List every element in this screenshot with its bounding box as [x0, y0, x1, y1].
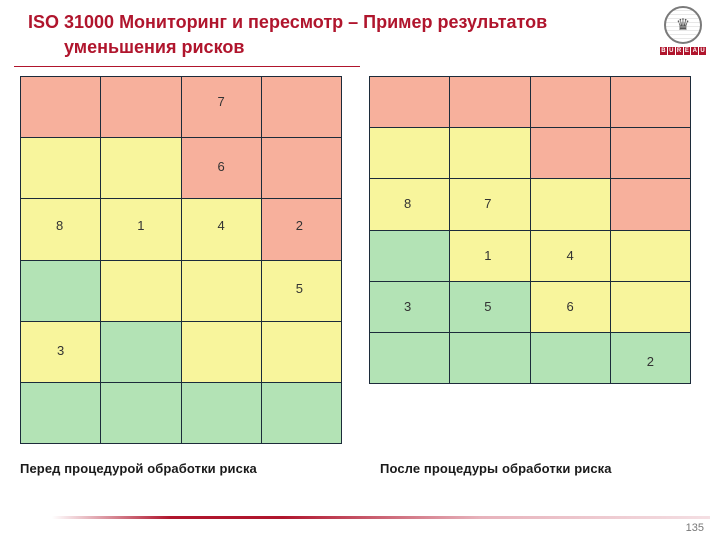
title-underline	[14, 66, 360, 67]
matrix-cell	[370, 332, 450, 383]
matrix-cell: 2	[610, 332, 690, 383]
matrix-cell	[530, 128, 610, 179]
caption-before: Перед процедурой обработки риска	[20, 461, 257, 476]
risk-number: 4	[217, 218, 225, 234]
title-line-2: уменьшения рисков	[64, 37, 245, 57]
matrix-cell	[261, 77, 341, 138]
matrix-cell	[261, 382, 341, 443]
logo-band: B U R E A U	[660, 47, 706, 55]
risk-number: 2	[295, 218, 303, 234]
matrix-cell: 8	[370, 179, 450, 230]
matrix-cell	[101, 77, 181, 138]
matrix-cell	[610, 179, 690, 230]
risk-number: 5	[295, 280, 303, 296]
matrix-cell: 2	[261, 199, 341, 260]
matrix-cell	[21, 382, 101, 443]
matrix-cell	[530, 179, 610, 230]
risk-number: 8	[56, 218, 64, 234]
matrix-cell	[21, 138, 101, 199]
matrix-cell: 1	[450, 230, 530, 281]
risk-number: 1	[484, 247, 492, 263]
matrix-cell	[610, 128, 690, 179]
matrix-cell	[101, 260, 181, 321]
risk-number: 3	[404, 298, 412, 314]
title-line-1: ISO 31000 Мониторинг и пересмотр – Приме…	[28, 12, 548, 32]
matrix-cell	[101, 138, 181, 199]
matrix-cell	[21, 77, 101, 138]
risk-number: 6	[217, 159, 225, 175]
matrix-cell: 4	[530, 230, 610, 281]
caption-after: После процедуры обработки риска	[380, 461, 612, 476]
matrix-cell: 5	[261, 260, 341, 321]
risk-number: 2	[646, 353, 654, 369]
matrix-cell: 7	[450, 179, 530, 230]
logo-letter: U	[699, 47, 706, 55]
risk-number: 1	[137, 218, 145, 234]
logo-letter: U	[667, 47, 675, 55]
logo-letter: A	[691, 47, 699, 55]
matrix-cell	[450, 128, 530, 179]
matrix-cell: 5	[450, 281, 530, 332]
matrix-cell	[261, 321, 341, 382]
logo-letter: B	[660, 47, 667, 55]
matrix-cell: 6	[530, 281, 610, 332]
matrix-cell: 3	[21, 321, 101, 382]
risk-number: 6	[566, 298, 574, 314]
risk-number: 7	[484, 196, 492, 212]
risk-number: 4	[566, 247, 574, 263]
risk-number: 3	[57, 342, 65, 358]
matrix-cell	[181, 321, 261, 382]
risk-number: 5	[484, 298, 492, 314]
matrix-cell: 8	[21, 199, 101, 260]
matrix-cell: 6	[181, 138, 261, 199]
logo-letter: E	[683, 47, 691, 55]
matrix-cell	[101, 321, 181, 382]
risk-matrix-before: 7 6 8 1 4 2 5 3	[20, 76, 342, 444]
matrix-cell	[370, 128, 450, 179]
matrix-cell	[450, 77, 530, 128]
matrix-cell	[261, 138, 341, 199]
matrix-cell	[610, 77, 690, 128]
risk-number: 8	[404, 196, 412, 212]
matrix-cell	[450, 332, 530, 383]
logo-letter: R	[675, 47, 683, 55]
matrix-cell	[21, 260, 101, 321]
matrix-cell	[530, 332, 610, 383]
matrix-cell	[530, 77, 610, 128]
matrix-cell: 7	[181, 77, 261, 138]
matrix-cell	[370, 77, 450, 128]
matrix-cell	[370, 230, 450, 281]
matrix-cell	[181, 260, 261, 321]
matrix-cell: 3	[370, 281, 450, 332]
matrix-cell: 4	[181, 199, 261, 260]
matrix-cell	[181, 382, 261, 443]
risk-number: 7	[217, 94, 225, 109]
risk-matrix-after: 8 7 1 4 3 5 6 2	[369, 76, 691, 384]
page-number: 135	[685, 522, 704, 534]
matrix-cell	[610, 230, 690, 281]
matrix-cell	[101, 382, 181, 443]
footer-rule	[52, 516, 710, 519]
matrix-cell: 1	[101, 199, 181, 260]
bureau-veritas-logo: ♛ B U R E A U	[660, 6, 706, 70]
matrix-cell	[610, 281, 690, 332]
seal-icon: ♛	[664, 6, 702, 44]
slide-title: ISO 31000 Мониторинг и пересмотр – Приме…	[28, 10, 628, 60]
